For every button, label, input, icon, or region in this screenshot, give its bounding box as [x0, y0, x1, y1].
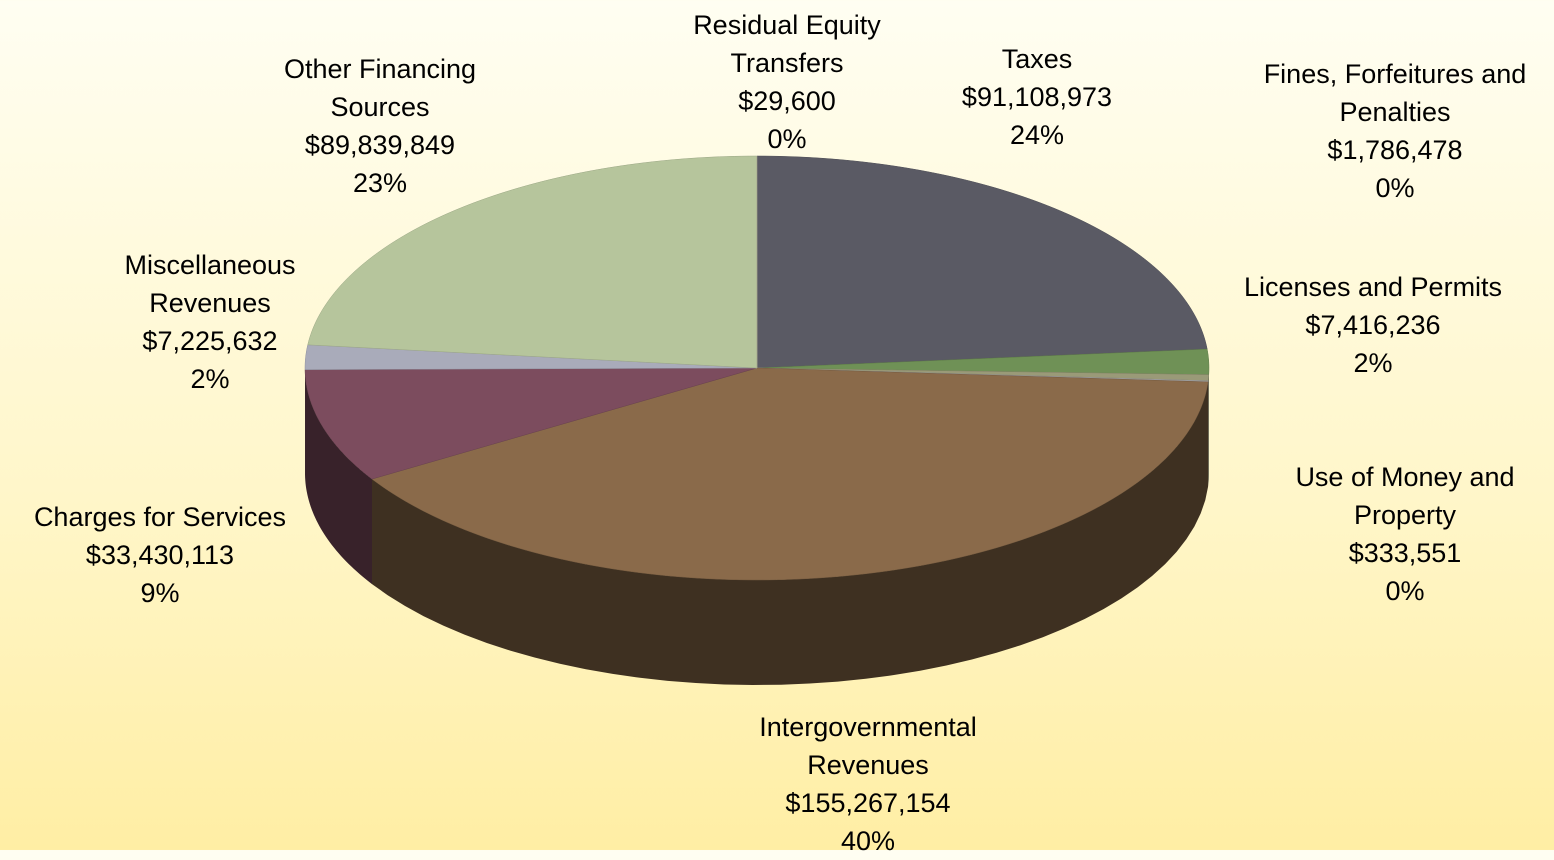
category: Taxes	[937, 40, 1137, 78]
percent-label: 0%	[1265, 572, 1545, 610]
value-label: $155,267,154	[728, 784, 1008, 822]
value-label: $333,551	[1265, 534, 1545, 572]
category: Miscellaneous Revenues	[100, 246, 320, 322]
category: Intergovernmental Revenues	[728, 708, 1008, 784]
slice-label: Fines, Forfeitures and Penalties$1,786,4…	[1260, 55, 1530, 207]
category: Licenses and Permits	[1208, 268, 1538, 306]
value-label: $1,786,478	[1260, 131, 1530, 169]
percent-label: 2%	[100, 360, 320, 398]
percent-label: 0%	[1260, 169, 1530, 207]
value-label: $29,600	[672, 82, 902, 120]
category: Use of Money and Property	[1265, 458, 1545, 534]
percent-label: 0%	[672, 120, 902, 158]
category: Other Financing Sources	[255, 50, 505, 126]
value-label: $7,225,632	[100, 322, 320, 360]
percent-label: 2%	[1208, 344, 1538, 382]
percent-label: 23%	[255, 164, 505, 202]
percent-label: 24%	[937, 116, 1137, 154]
category: Residual Equity Transfers	[672, 6, 902, 82]
percent-label: 40%	[728, 822, 1008, 860]
slice-side	[1208, 375, 1209, 486]
slice	[757, 156, 1207, 368]
percent-label: 9%	[0, 574, 320, 612]
value-label: $89,839,849	[255, 126, 505, 164]
category: Fines, Forfeitures and Penalties	[1260, 55, 1530, 131]
category: Charges for Services	[0, 498, 320, 536]
value-label: $7,416,236	[1208, 306, 1538, 344]
value-label: $91,108,973	[937, 78, 1137, 116]
value-label: $33,430,113	[0, 536, 320, 574]
